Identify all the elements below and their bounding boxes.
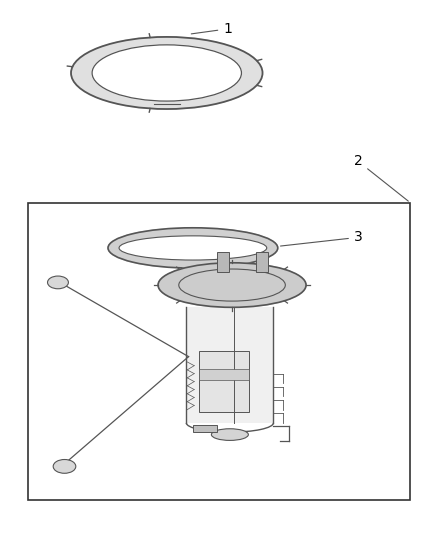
Polygon shape <box>158 263 306 308</box>
Bar <box>256 252 268 272</box>
Text: 2: 2 <box>354 155 408 201</box>
Bar <box>199 369 250 381</box>
Bar <box>193 425 217 432</box>
Ellipse shape <box>53 459 76 473</box>
Ellipse shape <box>119 236 267 260</box>
Text: 3: 3 <box>280 230 363 246</box>
Bar <box>28 203 410 500</box>
Bar <box>217 252 229 272</box>
Polygon shape <box>108 228 278 268</box>
Text: 1: 1 <box>191 22 232 36</box>
Polygon shape <box>92 45 241 101</box>
Ellipse shape <box>47 276 68 289</box>
Bar <box>186 308 273 423</box>
Polygon shape <box>71 37 262 109</box>
Ellipse shape <box>212 429 248 440</box>
Bar <box>199 351 250 413</box>
